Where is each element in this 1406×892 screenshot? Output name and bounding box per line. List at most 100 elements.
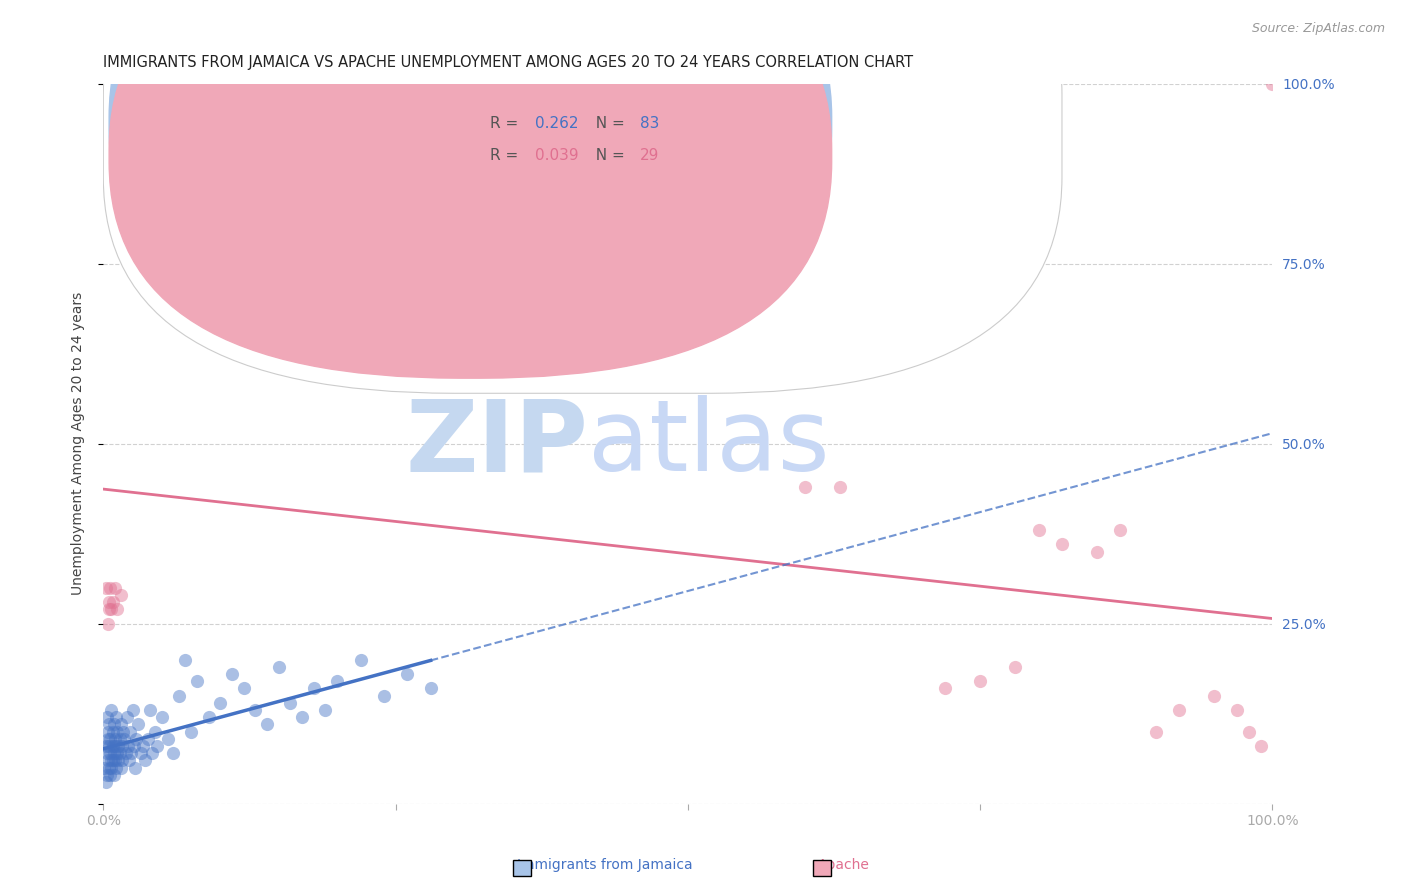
Point [117, 739, 139, 753]
Point [186, 674, 208, 689]
Point [96, 710, 118, 724]
Point [104, 731, 127, 746]
Point [97, 616, 120, 631]
FancyBboxPatch shape [110, 0, 832, 346]
Point [97, 724, 120, 739]
Point [169, 689, 191, 703]
Point [101, 739, 124, 753]
Text: Immigrants from Jamaica: Immigrants from Jamaica [517, 858, 692, 872]
Point [114, 746, 136, 760]
Point [108, 746, 131, 760]
Text: R =: R = [491, 116, 523, 131]
Point [104, 753, 127, 767]
Point [134, 753, 156, 767]
Point [100, 602, 122, 616]
Point [93, 760, 115, 774]
Point [180, 724, 202, 739]
Point [111, 739, 134, 753]
FancyBboxPatch shape [103, 0, 1062, 393]
Point [96, 77, 118, 91]
Point [105, 746, 128, 760]
Point [162, 746, 184, 760]
Point [96, 768, 118, 782]
Point [94, 775, 117, 789]
Text: 83: 83 [640, 116, 659, 131]
Point [419, 681, 441, 696]
Point [326, 674, 349, 689]
Text: Apache: Apache [818, 858, 869, 872]
Point [143, 724, 166, 739]
Point [197, 710, 219, 724]
Text: 29: 29 [640, 148, 659, 163]
Point [1004, 660, 1026, 674]
Point [221, 667, 243, 681]
Point [125, 731, 148, 746]
Point [98, 595, 121, 609]
Point [1144, 724, 1167, 739]
Point [124, 760, 146, 774]
Point [1050, 537, 1073, 551]
Point [98, 746, 121, 760]
Point [94, 581, 117, 595]
Point [934, 681, 956, 696]
Point [828, 480, 851, 494]
Point [122, 739, 145, 753]
Point [136, 731, 159, 746]
Point [120, 746, 142, 760]
Y-axis label: Unemployment Among Ages 20 to 24 years: Unemployment Among Ages 20 to 24 years [72, 292, 86, 595]
FancyBboxPatch shape [110, 0, 832, 378]
Point [98, 602, 121, 616]
Point [1085, 544, 1108, 558]
Point [110, 588, 132, 602]
Point [100, 760, 122, 774]
Point [112, 731, 135, 746]
Text: ZIP: ZIP [405, 395, 589, 492]
Text: N =: N = [586, 116, 630, 131]
Point [396, 667, 419, 681]
Point [104, 581, 127, 595]
Point [100, 753, 122, 767]
Point [1167, 703, 1189, 717]
Point [103, 746, 125, 760]
Point [97, 753, 120, 767]
Point [127, 717, 149, 731]
Point [232, 681, 254, 696]
Point [969, 674, 991, 689]
Point [108, 731, 131, 746]
Point [1261, 77, 1284, 91]
Point [245, 703, 267, 717]
Point [1226, 703, 1249, 717]
Point [115, 710, 138, 724]
Point [111, 753, 134, 767]
Point [105, 602, 128, 616]
Point [793, 480, 815, 494]
Point [98, 731, 121, 746]
Point [1237, 724, 1260, 739]
Point [1202, 689, 1225, 703]
Point [280, 696, 302, 710]
Point [103, 717, 125, 731]
Point [98, 717, 121, 731]
Point [105, 724, 128, 739]
Point [96, 77, 118, 91]
Point [98, 760, 121, 774]
Point [110, 717, 132, 731]
Point [98, 739, 121, 753]
Point [139, 703, 162, 717]
Point [97, 731, 120, 746]
Point [129, 746, 152, 760]
Text: R =: R = [491, 148, 523, 163]
Point [291, 710, 314, 724]
Point [150, 710, 173, 724]
Point [256, 717, 278, 731]
Point [121, 703, 143, 717]
Point [302, 681, 325, 696]
Point [101, 724, 124, 739]
Point [156, 731, 179, 746]
Text: atlas: atlas [589, 395, 830, 492]
Text: N =: N = [586, 148, 630, 163]
Point [98, 581, 121, 595]
Point [120, 724, 142, 739]
Text: 0.262: 0.262 [534, 116, 578, 131]
Text: Source: ZipAtlas.com: Source: ZipAtlas.com [1251, 22, 1385, 36]
